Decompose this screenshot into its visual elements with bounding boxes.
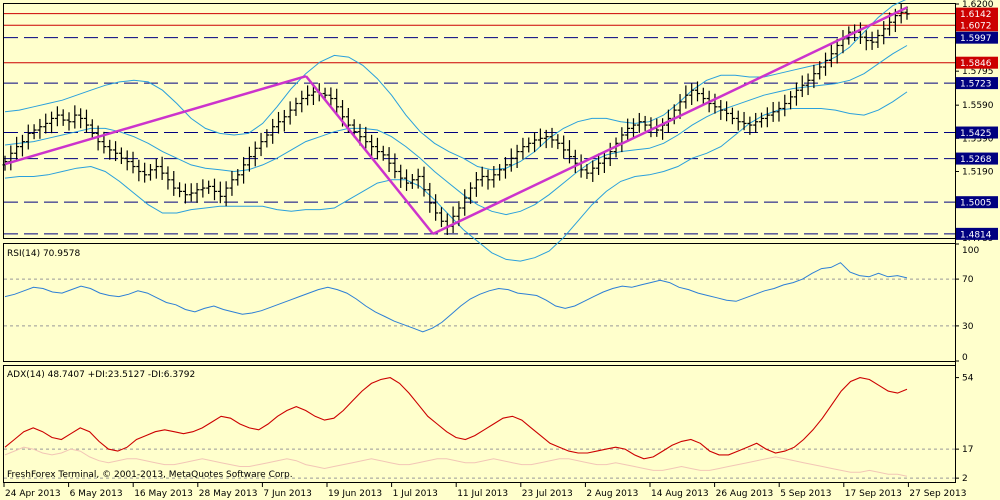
price-axis-label: 1.6200 bbox=[962, 0, 994, 10]
rsi-axis-label: 0 bbox=[962, 353, 968, 363]
price-axis-label: 1.5590 bbox=[962, 101, 994, 111]
support-level-label: 1.5425 bbox=[960, 129, 992, 139]
support-level-label-box bbox=[956, 77, 998, 90]
support-level-label-box bbox=[956, 126, 998, 139]
adx-pane: 54 17 2 bbox=[4, 374, 974, 484]
time-axis-label: 26 Aug 2013 bbox=[716, 489, 774, 499]
time-axis-label: 28 May 2013 bbox=[199, 489, 258, 499]
time-axis-label: 11 Jul 2013 bbox=[457, 489, 508, 499]
price-axis-label: 1.5190 bbox=[962, 167, 994, 177]
support-level-label: 1.4814 bbox=[960, 230, 992, 240]
trendline bbox=[432, 6, 908, 235]
resistance-level-label: 1.6072 bbox=[960, 22, 992, 32]
time-axis-label: 17 Sep 2013 bbox=[845, 489, 902, 499]
rsi-title: RSI(14) 70.9578 bbox=[7, 249, 80, 259]
price-axis-label: 1.5795 bbox=[962, 67, 994, 77]
trendline bbox=[4, 74, 307, 166]
time-axis-label: 7 Jun 2013 bbox=[263, 489, 311, 499]
support-level-label: 1.5723 bbox=[960, 80, 992, 90]
time-axis-label: 1 Jul 2013 bbox=[393, 489, 438, 499]
support-level-label: 1.5268 bbox=[960, 155, 992, 165]
trendline bbox=[305, 75, 434, 235]
adx-title: ADX(14) 48.7407 +DI:23.5127 -DI:6.3792 bbox=[7, 370, 195, 380]
support-level-label-box bbox=[956, 196, 998, 209]
time-axis-label: 6 May 2013 bbox=[70, 489, 123, 499]
rsi-axis-label: 100 bbox=[962, 246, 979, 256]
support-level-label-box bbox=[956, 31, 998, 44]
support-level-label: 1.5005 bbox=[960, 199, 992, 209]
resistance-level-label-box bbox=[956, 7, 998, 20]
price-axis-label: 1.5390 bbox=[962, 134, 994, 144]
resistance-level-label: 1.5846 bbox=[960, 59, 992, 69]
time-axis-label: 24 Apr 2013 bbox=[5, 489, 61, 499]
rsi-pane-frame bbox=[3, 243, 956, 362]
rsi-pane: 100 70 30 0 bbox=[4, 243, 979, 363]
support-level-label: 1.5997 bbox=[960, 34, 992, 44]
time-axis-label: 5 Sep 2013 bbox=[780, 489, 831, 499]
resistance-level-label-box bbox=[956, 56, 998, 69]
time-axis-label: 23 Jul 2013 bbox=[522, 489, 573, 499]
price-pane: 1.62001.57951.55901.53901.51901.47891.59… bbox=[2, 0, 998, 262]
support-level-label-box bbox=[956, 227, 998, 240]
resistance-level-label-box bbox=[956, 19, 998, 32]
time-axis-label: 19 Jun 2013 bbox=[328, 489, 382, 499]
footer-copyright: FreshForex Terminal, © 2001-2013, MetaQu… bbox=[7, 470, 293, 480]
bollinger-upper-line bbox=[4, 0, 907, 171]
time-axis-label: 14 Aug 2013 bbox=[651, 489, 709, 499]
time-axis-label: 2 Aug 2013 bbox=[586, 489, 638, 499]
bollinger-lower-line bbox=[4, 91, 908, 262]
time-axis: 24 Apr 2013 6 May 2013 16 May 2013 28 May 2… bbox=[3, 483, 966, 499]
support-level-label-box bbox=[956, 152, 998, 165]
bollinger-mid-line bbox=[4, 45, 908, 216]
adx-line bbox=[4, 377, 908, 460]
resistance-level-label: 1.6142 bbox=[960, 10, 992, 20]
adx-axis-label: 54 bbox=[962, 374, 974, 384]
di-plus-line bbox=[4, 446, 908, 477]
adx-axis-label: 17 bbox=[962, 445, 973, 455]
rsi-axis-label: 70 bbox=[962, 275, 974, 285]
time-axis-label: 27 Sep 2013 bbox=[909, 489, 966, 499]
rsi-axis-label: 30 bbox=[962, 322, 974, 332]
adx-axis-label: 2 bbox=[962, 474, 968, 484]
time-axis-label: 16 May 2013 bbox=[134, 489, 193, 499]
rsi-line bbox=[4, 262, 908, 333]
